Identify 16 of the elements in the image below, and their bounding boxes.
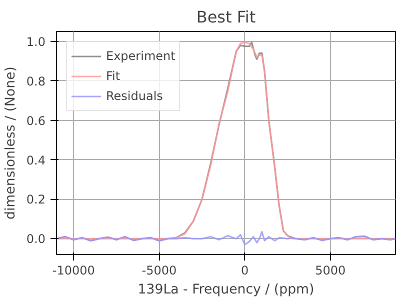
y-tick-label: 0.2 <box>26 192 46 207</box>
legend-label: Experiment <box>106 49 176 63</box>
x-tick-label: -5000 <box>142 264 177 278</box>
y-tick-label: 0.4 <box>26 153 46 168</box>
x-axis-title: 139La - Frequency / (ppm) <box>138 282 314 298</box>
legend-label: Fit <box>106 69 122 83</box>
x-tick-label: 5000 <box>315 264 346 278</box>
y-tick-label: 0.6 <box>26 114 46 128</box>
x-tick-label: 0 <box>241 264 249 278</box>
y-tick-label: 1.0 <box>26 34 46 49</box>
y-axis-title: dimensionless / (None) <box>3 66 18 220</box>
x-tick-label: -10000 <box>52 264 95 278</box>
y-tick-label: 0.0 <box>26 232 46 246</box>
legend-label: Residuals <box>106 89 163 103</box>
y-tick-label: 0.8 <box>26 74 46 88</box>
chart-title: Best Fit <box>196 8 256 26</box>
